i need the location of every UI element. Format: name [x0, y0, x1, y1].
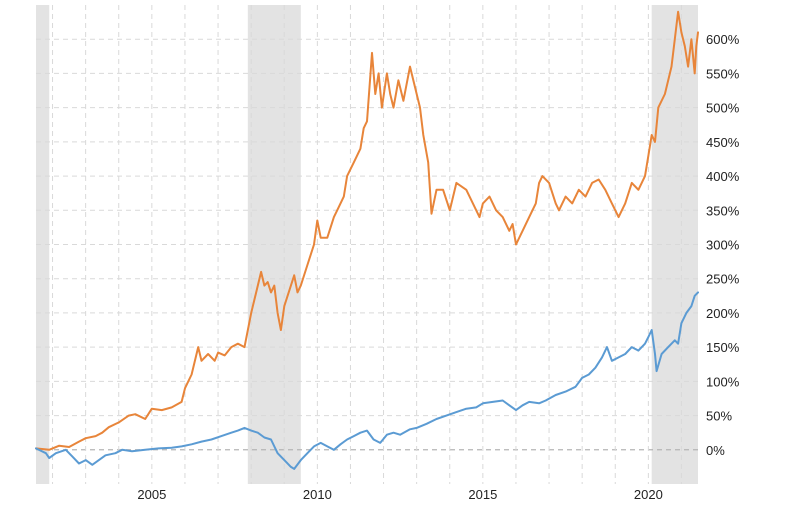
x-tick-label: 2015 — [468, 487, 497, 502]
recession-band-0 — [36, 5, 50, 484]
x-tick-label: 2005 — [137, 487, 166, 502]
y-tick-label: 50% — [706, 409, 732, 424]
y-tick-label: 150% — [706, 340, 740, 355]
x-axis-tick-labels: 2005 2010 2015 2020 — [137, 487, 662, 502]
gridlines — [36, 5, 698, 484]
series-line-1 — [35, 291, 699, 470]
data-series — [35, 10, 699, 470]
y-axis-tick-labels: 0% 50% 100% 150% 200% 250% 300% 350% 400% 450% 500… — [706, 32, 740, 458]
y-tick-label: 450% — [706, 135, 740, 150]
y-tick-label: 0% — [706, 443, 725, 458]
y-tick-label: 600% — [706, 32, 740, 47]
y-tick-label: 100% — [706, 374, 740, 389]
y-tick-label: 250% — [706, 272, 740, 287]
y-tick-label: 200% — [706, 306, 740, 321]
y-tick-label: 550% — [706, 66, 740, 81]
y-tick-label: 350% — [706, 203, 740, 218]
x-tick-label: 2020 — [634, 487, 663, 502]
y-tick-label: 400% — [706, 169, 740, 184]
series-line-0 — [35, 10, 699, 451]
x-tick-label: 2010 — [303, 487, 332, 502]
y-tick-label: 500% — [706, 101, 740, 116]
y-tick-label: 300% — [706, 238, 740, 253]
